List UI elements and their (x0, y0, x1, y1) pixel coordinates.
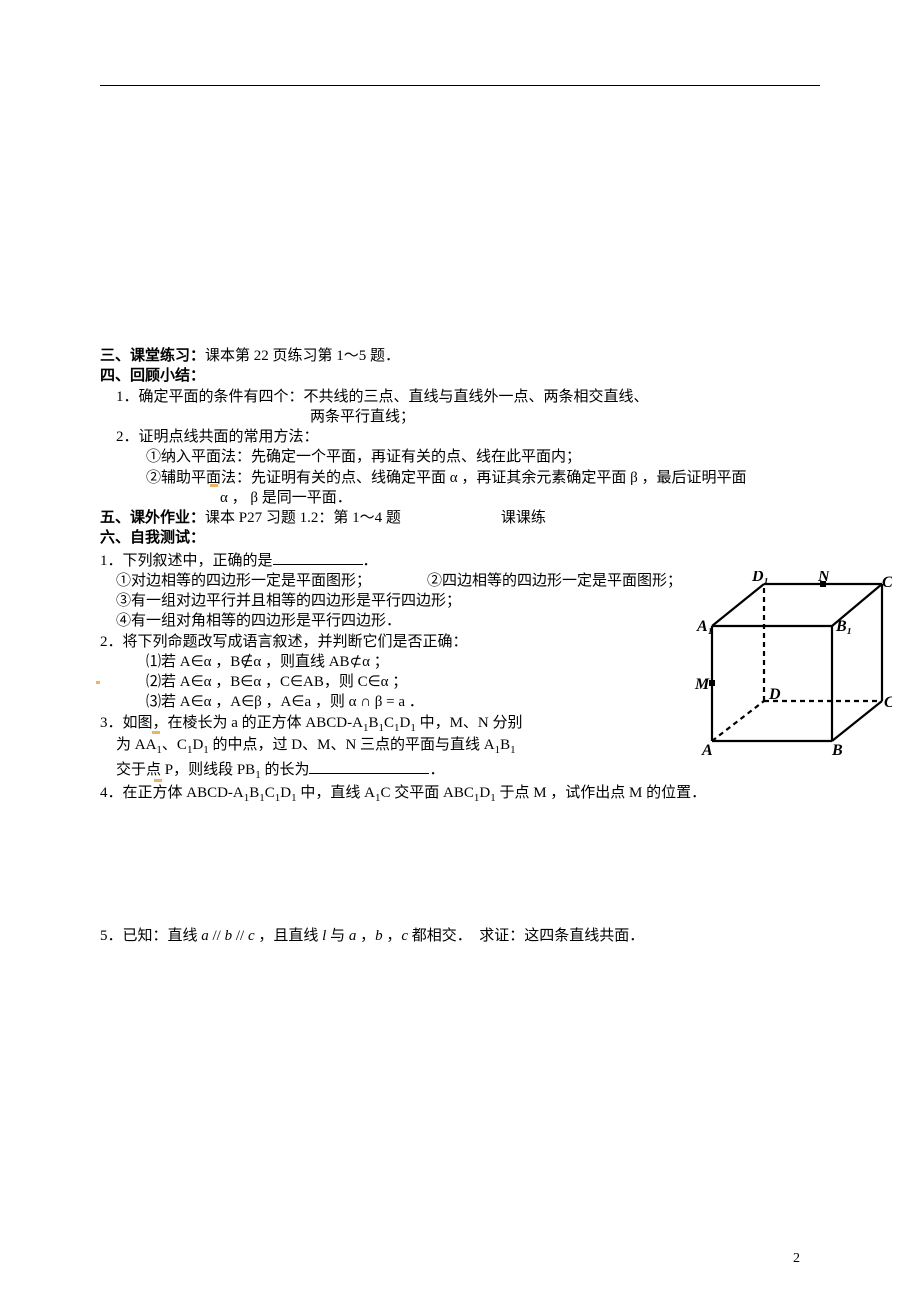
sec4-item2: 2．证明点线共面的常用方法： (100, 427, 820, 447)
q3-blank (309, 758, 429, 774)
svg-text:B: B (831, 742, 843, 756)
q4-f: C 交平面 ABC (380, 785, 473, 801)
q1-head: 1．下列叙述中，正确的是 (100, 553, 273, 569)
q4-c: C (265, 785, 275, 801)
sec4-item1-a: 1．确定平面的条件有四个：不共线的三点、直线与直线外一点、两条相交直线、 (100, 387, 820, 407)
q3-l2-e: B (500, 737, 510, 753)
q2-3: ⑶若 A∈α ，A∈β ，A∈a ，则 α ∩ β = a ． (100, 692, 682, 712)
q2-2: ⑵若 A∈α ，B∈α ，C∈AB，则 C∈α ； (146, 674, 407, 690)
q3-l3-b: ，则线段 PB (173, 762, 255, 778)
q3-l3-a: 交于点 P (116, 762, 173, 778)
q1-blank (273, 549, 363, 565)
q3-d: C (384, 715, 394, 731)
sec4-m1: ①纳入平面法：先确定一个平面，再证有关的点、线在此平面内； (100, 447, 820, 467)
q1-opt4: ④有一组对角相等的四边形是平行四边形． (100, 611, 682, 631)
svg-text:A₁: A₁ (696, 618, 713, 635)
accent-underline-3 (154, 779, 162, 782)
sec4-m2-a: ②辅助平面法 (146, 470, 236, 486)
sec4-m2-line1: ②辅助平面法：先证明有关的点、线确定平面 α ，再证其余元素确定平面 β ，最后… (100, 468, 820, 488)
q3-c: B (368, 715, 378, 731)
q2-2-wrap: ⑵若 A∈α ，B∈α ，C∈AB，则 C∈α ； (100, 672, 682, 692)
accent-dot-1 (96, 681, 100, 684)
q2-head: 2．将下列命题改写成语言叙述，并判断它们是否正确： (100, 632, 682, 652)
q4-line: 4．在正方体 ABCD-A1B1C1D1 中，直线 A1C 交平面 ABC1D1… (100, 783, 820, 806)
accent-underline-1 (210, 484, 218, 487)
svg-text:B₁: B₁ (835, 618, 852, 635)
sec5-body-b: 课课练 (501, 510, 546, 526)
q3-line2: 为 AA1、C1D1 的中点，过 D、M、N 三点的平面与直线 A1B1 (100, 735, 682, 758)
q5: 5．已知：直线 a // b // c ，且直线 l 与 a ，b ，c 都相交… (100, 926, 820, 946)
q3-l2-d: 的中点，过 D、M、N 三点的平面与直线 A (209, 737, 495, 753)
q3-line1: 3．如图，在棱长为 a 的正方体 ABCD-A1B1C1D1 中，M、N 分别 (100, 713, 682, 736)
q2-1: ⑴若 A∈α ，B∉α ，则直线 AB⊄α ； (100, 652, 682, 672)
q4-b: B (249, 785, 259, 801)
q3-e: D (399, 715, 410, 731)
section-3: 三、课堂练习：课本第 22 页练习第 1～5 题． (100, 346, 820, 366)
q1-tail: ． (363, 553, 378, 569)
q4-a: 4．在正方体 ABCD-A (100, 785, 244, 801)
figure-column: A B C D A₁ B₁ C₁ D₁ M N (682, 571, 902, 783)
sec6-title: 六、自我测试： (100, 528, 820, 548)
sec4-m2-b: ：先证明有关的点、线确定平面 α ，再证其余元素确定平面 β ，最后证明平面 (236, 470, 747, 486)
q3-b: ，在棱长为 a 的正方体 ABCD-A (153, 715, 363, 731)
q3-a: 3．如图 (100, 715, 153, 731)
q4-d: D (280, 785, 291, 801)
sec4-item1-b: 两条平行直线； (100, 407, 820, 427)
top-rule (100, 85, 820, 86)
svg-text:A: A (701, 742, 713, 756)
q4-h: 于点 M ，试作出点 M 的位置． (496, 785, 706, 801)
text-column: ①对边相等的四边形一定是平面图形； ②四边相等的四边形一定是平面图形； ③有一组对… (100, 571, 682, 783)
sec5-body-a: 课本 P27 习题 1.2：第 1～4 题 (205, 510, 401, 526)
svg-text:N: N (817, 571, 831, 585)
q1-opt2: ②四边相等的四边形一定是平面图形； (427, 573, 682, 589)
q3-l3-d: ． (429, 762, 444, 778)
q4-e: 中，直线 A (297, 785, 375, 801)
svg-text:D₁: D₁ (751, 571, 769, 585)
q1-opt1: ①对边相等的四边形一定是平面图形； (116, 573, 371, 589)
accent-underline-2 (152, 731, 160, 734)
svg-text:C₁: C₁ (882, 574, 892, 591)
svg-text:C: C (884, 694, 892, 711)
q1-line: 1．下列叙述中，正确的是 ． (100, 549, 820, 571)
q3-l3-c: 的长为 (261, 762, 310, 778)
spacer-1 (100, 806, 820, 926)
svg-text:D: D (768, 686, 781, 703)
q1-opt3: ③有一组对边平行并且相等的四边形是平行四边形； (100, 591, 682, 611)
document-body: 三、课堂练习：课本第 22 页练习第 1～5 题． 四、回顾小结： 1．确定平面… (100, 346, 820, 946)
q3-l2-c: D (192, 737, 203, 753)
q3-l2-a: 为 AA (116, 737, 156, 753)
sec5-title: 五、课外作业： (100, 510, 205, 526)
sec3-body: 课本第 22 页练习第 1～5 题． (205, 348, 400, 364)
sec4-title: 四、回顾小结： (100, 366, 820, 386)
sec4-m2-c: α ， β 是同一平面． (100, 488, 820, 508)
svg-text:M: M (694, 676, 710, 693)
q3-line3: 交于点 P，则线段 PB1 的长为． (100, 758, 682, 783)
q3-l2-b: 、C (162, 737, 187, 753)
sec3-title: 三、课堂练习： (100, 348, 205, 364)
q4-g: D (479, 785, 490, 801)
q3-f: 中，M、N 分别 (416, 715, 523, 731)
cube-figure: A B C D A₁ B₁ C₁ D₁ M N (692, 571, 892, 756)
q1-opts-row1: ①对边相等的四边形一定是平面图形； ②四边相等的四边形一定是平面图形； (100, 571, 682, 591)
q5-text: 5．已知：直线 a // b // c ，且直线 l 与 a ，b ，c 都相交… (100, 928, 644, 944)
q1-q3-block: ①对边相等的四边形一定是平面图形； ②四边相等的四边形一定是平面图形； ③有一组对… (100, 571, 820, 783)
section-5: 五、课外作业：课本 P27 习题 1.2：第 1～4 题 课课练 (100, 508, 820, 528)
page-number: 2 (793, 1251, 800, 1267)
